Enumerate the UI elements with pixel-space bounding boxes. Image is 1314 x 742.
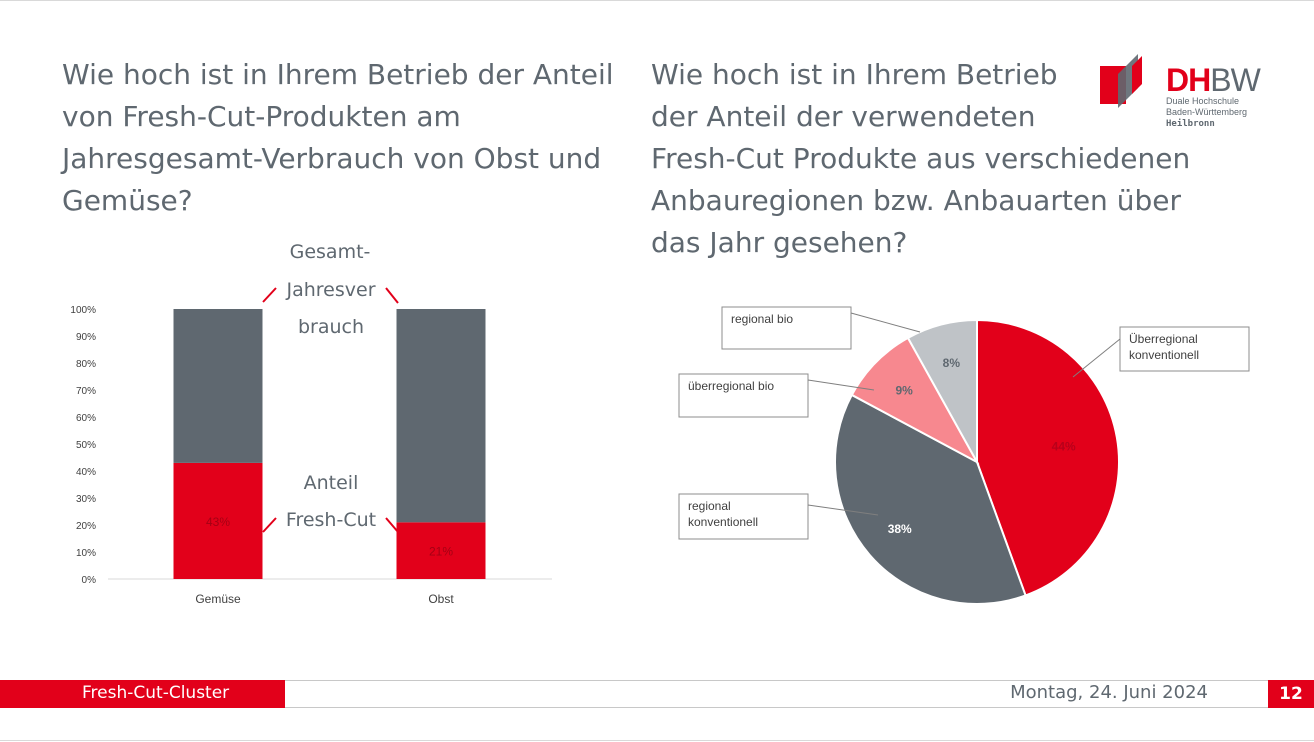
pie-category-label: überregional bio	[688, 379, 774, 393]
x-axis-labels: Gemüse Obst	[195, 592, 454, 606]
bar-segment	[396, 522, 486, 579]
page-number: 12	[1268, 680, 1314, 708]
pie-category-label: regional bio	[731, 312, 793, 326]
bar-value-label: 21%	[429, 545, 453, 559]
pie-slices	[834, 318, 1120, 605]
pie-value-label: 44%	[1052, 440, 1076, 454]
annotation-total-1: Gesamt-	[290, 241, 371, 263]
annotation-total-3: brauch	[298, 316, 364, 338]
pie-category-label: Überregional	[1129, 332, 1198, 346]
annotation-share-1: Anteil	[304, 472, 359, 494]
y-tick-label: 20%	[76, 521, 96, 532]
annotation-total-2: Jahresver	[285, 279, 375, 301]
bar-segment	[396, 309, 486, 523]
bar-value-label: 43%	[206, 515, 230, 529]
question-right: Wie hoch ist in Ihrem Betrieb der Anteil…	[651, 58, 1191, 259]
logo-dh: DH	[1166, 62, 1211, 98]
pie-value-label: 9%	[895, 383, 913, 397]
footer-bar	[0, 680, 285, 708]
bar-group: 43% 21%	[173, 309, 486, 579]
callout-total-right	[385, 287, 399, 304]
stacked-bar-chart: 0% 10% 20% 30% 40% 50% 60% 70% 80% 90% 100% 43% 21%…	[70, 241, 552, 606]
y-tick-label: 10%	[76, 548, 96, 559]
pie-callout-line	[1072, 338, 1121, 378]
pie-callout-box	[721, 306, 852, 350]
pie-callout-box	[1119, 326, 1250, 372]
footer-title: Fresh-Cut-Cluster	[82, 683, 230, 703]
y-tick-label: 50%	[76, 440, 96, 451]
pie-category-label: konventionell	[688, 515, 758, 529]
y-axis-ticks: 0% 10% 20% 30% 40% 50% 60% 70% 80% 90% 100%	[70, 305, 96, 586]
y-tick-label: 80%	[76, 359, 96, 370]
pie-callout-line	[850, 312, 921, 333]
logo-city: Heilbronn	[1166, 119, 1215, 129]
pie-category-label: regional	[688, 499, 731, 513]
footer-top-rule	[285, 680, 1314, 681]
y-tick-label: 60%	[76, 413, 96, 424]
y-tick-label: 90%	[76, 332, 96, 343]
dhbw-logo-icon	[1100, 54, 1142, 108]
pie-callout-line	[807, 504, 879, 516]
callout-share-left	[262, 517, 277, 533]
x-tick-label: Obst	[428, 592, 454, 606]
pie-value-labels: 44% 38% 9% 8%	[888, 356, 1076, 536]
bar-segment	[173, 309, 263, 463]
pie-category-label: konventionell	[1129, 348, 1199, 362]
pie-callouts: Überregional konventionell regional konvent…	[678, 306, 1250, 540]
x-tick-label: Gemüse	[195, 592, 241, 606]
logo-bw: BW	[1210, 62, 1261, 98]
bottom-border	[0, 740, 1314, 741]
pie-chart: 44% 38% 9% 8% Überregional konventionell regi…	[678, 306, 1250, 605]
pie-value-label: 38%	[888, 522, 912, 536]
pie-slice	[834, 393, 1027, 605]
callout-share-right	[385, 517, 399, 533]
callout-total-left	[262, 287, 277, 303]
logo-wordmark: DHBW Duale Hochschule Baden-Württemberg …	[1166, 62, 1261, 130]
pie-callout-box	[678, 373, 809, 418]
logo-line2: Baden-Württemberg	[1166, 107, 1248, 117]
top-border	[0, 0, 1314, 1]
logo-line1: Duale Hochschule	[1166, 96, 1240, 106]
y-tick-label: 0%	[82, 575, 97, 586]
pie-slice	[976, 318, 1120, 597]
pie-callout-line	[807, 379, 875, 391]
pie-value-label: 8%	[943, 356, 961, 370]
question-left: Wie hoch ist in Ihrem Betrieb der Anteil…	[62, 58, 614, 217]
pie-slice	[906, 318, 978, 466]
annotation-share-2: Fresh-Cut	[286, 509, 376, 531]
footer-date: Montag, 24. Juni 2024	[1010, 682, 1208, 703]
y-tick-label: 70%	[76, 386, 96, 397]
y-tick-label: 30%	[76, 494, 96, 505]
y-tick-label: 100%	[70, 305, 96, 316]
bar-segment	[173, 462, 263, 579]
y-tick-label: 40%	[76, 467, 96, 478]
pie-slice	[850, 336, 980, 465]
pie-callout-box	[678, 493, 809, 540]
footer-bottom-rule	[285, 707, 1314, 708]
